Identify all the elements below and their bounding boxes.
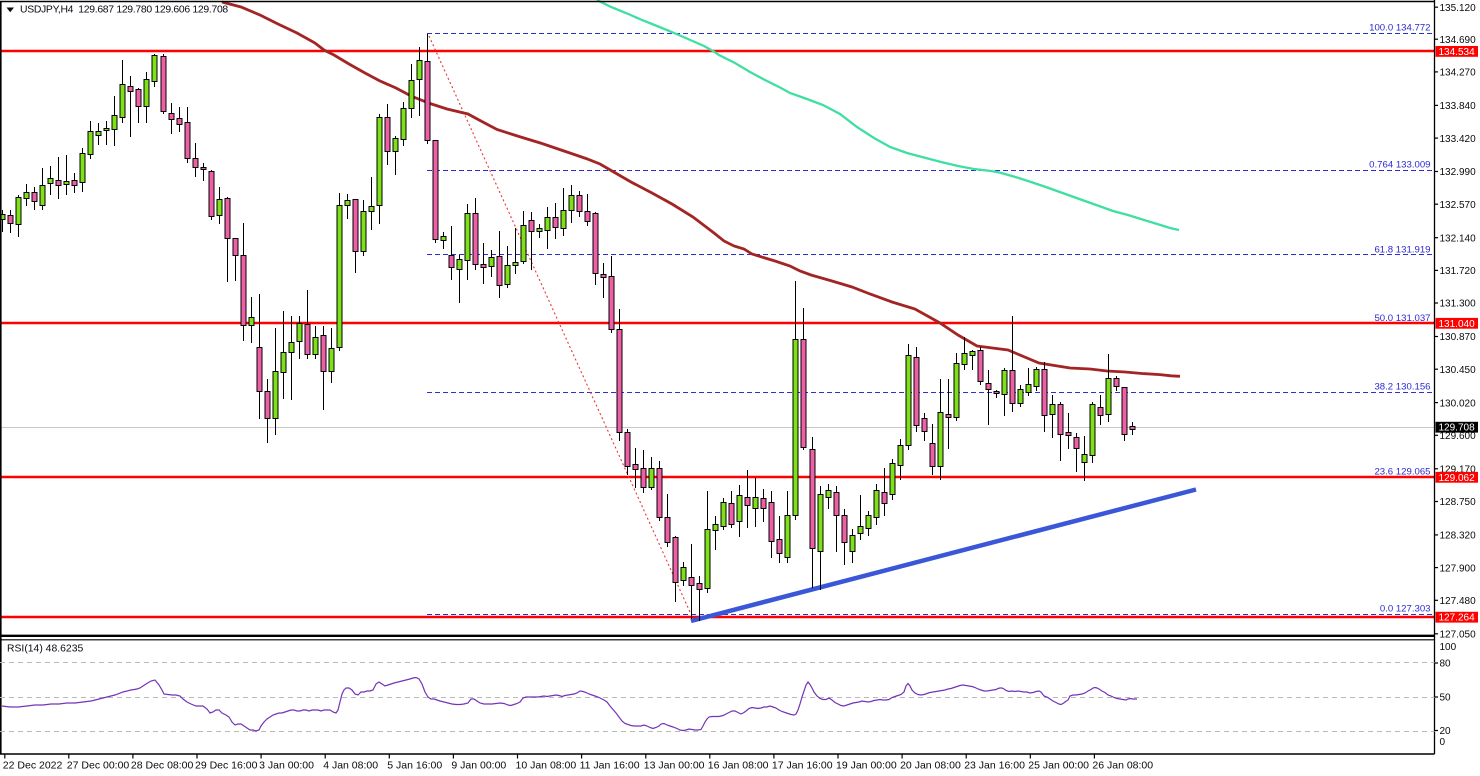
svg-text:127.050: 127.050	[1440, 630, 1477, 641]
svg-text:128.320: 128.320	[1440, 531, 1477, 542]
svg-text:131.300: 131.300	[1440, 299, 1477, 310]
svg-text:9 Jan 00:00: 9 Jan 00:00	[451, 760, 506, 772]
svg-text:13 Jan 00:00: 13 Jan 00:00	[644, 760, 705, 772]
svg-text:132.570: 132.570	[1440, 200, 1477, 211]
svg-text:20 Jan 08:00: 20 Jan 08:00	[900, 760, 961, 772]
svg-text:129.708: 129.708	[1439, 423, 1476, 434]
svg-text:134.690: 134.690	[1440, 35, 1477, 46]
svg-text:26 Jan 08:00: 26 Jan 08:00	[1092, 760, 1153, 772]
svg-text:23 Jan 16:00: 23 Jan 16:00	[964, 760, 1025, 772]
svg-text:5 Jan 16:00: 5 Jan 16:00	[387, 760, 442, 772]
svg-text:127.264: 127.264	[1439, 613, 1476, 624]
svg-text:130.450: 130.450	[1440, 365, 1477, 376]
svg-text:29 Dec 16:00: 29 Dec 16:00	[195, 760, 258, 772]
svg-text:128.750: 128.750	[1440, 497, 1477, 508]
svg-text:132.990: 132.990	[1440, 167, 1477, 178]
svg-text:134.534: 134.534	[1439, 47, 1476, 58]
svg-text:131.040: 131.040	[1439, 319, 1476, 330]
svg-text:USDJPY,H4 129.687 129.780 129: USDJPY,H4 129.687 129.780 129.606 129.70…	[20, 5, 228, 16]
svg-text:22 Dec 2022: 22 Dec 2022	[3, 760, 63, 772]
svg-text:80: 80	[1440, 659, 1452, 670]
svg-text:50.0 131.037: 50.0 131.037	[1374, 313, 1430, 324]
svg-text:130.870: 130.870	[1440, 332, 1477, 343]
svg-text:16 Jan 08:00: 16 Jan 08:00	[708, 760, 769, 772]
svg-text:RSI(14) 48.6235: RSI(14) 48.6235	[7, 644, 83, 655]
svg-text:132.140: 132.140	[1440, 233, 1477, 244]
svg-text:129.062: 129.062	[1439, 473, 1476, 484]
svg-text:20: 20	[1440, 726, 1452, 737]
svg-text:38.2 130.156: 38.2 130.156	[1374, 382, 1430, 393]
svg-text:0.0 127.303: 0.0 127.303	[1380, 604, 1431, 615]
svg-text:129.170: 129.170	[1440, 465, 1477, 476]
svg-text:130.020: 130.020	[1440, 398, 1477, 409]
svg-text:127.480: 127.480	[1440, 596, 1477, 607]
svg-text:3 Jan 00:00: 3 Jan 00:00	[259, 760, 314, 772]
svg-text:135.120: 135.120	[1440, 3, 1477, 14]
svg-text:133.420: 133.420	[1440, 134, 1477, 145]
svg-text:134.270: 134.270	[1440, 68, 1477, 79]
svg-text:0: 0	[1440, 737, 1446, 748]
svg-text:11 Jan 16:00: 11 Jan 16:00	[580, 760, 640, 772]
svg-text:17 Jan 16:00: 17 Jan 16:00	[772, 760, 833, 772]
svg-text:129.600: 129.600	[1440, 431, 1477, 442]
svg-text:0.764 133.009: 0.764 133.009	[1369, 160, 1430, 171]
svg-text:127.900: 127.900	[1440, 563, 1477, 574]
svg-text:28 Dec 08:00: 28 Dec 08:00	[131, 760, 194, 772]
svg-text:61.8 131.919: 61.8 131.919	[1374, 244, 1430, 255]
svg-text:23.6 129.065: 23.6 129.065	[1374, 467, 1430, 478]
svg-text:100: 100	[1440, 642, 1457, 653]
svg-text:19 Jan 00:00: 19 Jan 00:00	[836, 760, 897, 772]
svg-text:27 Dec 00:00: 27 Dec 00:00	[67, 760, 130, 772]
svg-text:133.840: 133.840	[1440, 101, 1477, 112]
svg-text:25 Jan 00:00: 25 Jan 00:00	[1028, 760, 1089, 772]
svg-text:50: 50	[1440, 693, 1452, 704]
svg-text:4 Jan 08:00: 4 Jan 08:00	[323, 760, 378, 772]
svg-text:100.0 134.772: 100.0 134.772	[1369, 23, 1430, 34]
svg-text:131.720: 131.720	[1440, 266, 1477, 277]
svg-text:10 Jan 08:00: 10 Jan 08:00	[516, 760, 577, 772]
